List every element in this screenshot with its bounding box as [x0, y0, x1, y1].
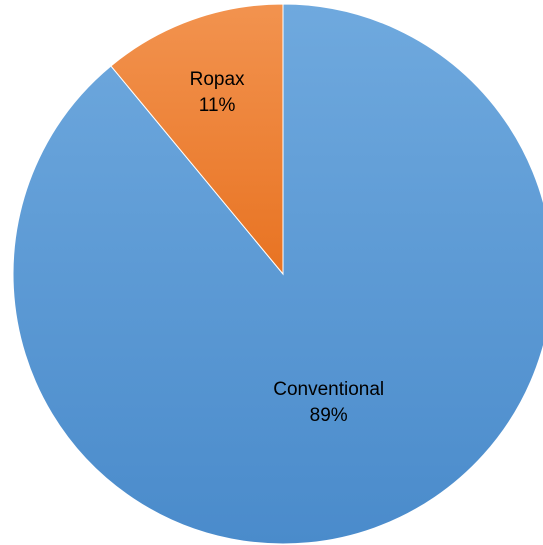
slice-value-conventional: 89% — [310, 405, 348, 426]
pie-slice-ropax — [110, 3, 284, 276]
slice-label-ropax: Ropax — [190, 69, 245, 90]
slice-label-conventional: Conventional — [273, 379, 384, 400]
pie-slice-conventional — [12, 3, 543, 545]
slice-value-ropax: 11% — [199, 95, 236, 116]
pie-labels: Conventional 89% Ropax 11% — [190, 69, 385, 426]
pie-slices — [12, 3, 543, 545]
